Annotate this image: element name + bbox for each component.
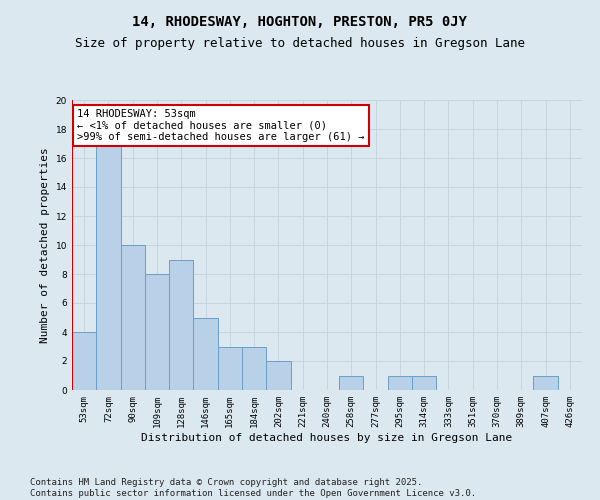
Bar bbox=[169, 260, 193, 390]
Bar bbox=[388, 376, 412, 390]
Bar bbox=[412, 376, 436, 390]
X-axis label: Distribution of detached houses by size in Gregson Lane: Distribution of detached houses by size … bbox=[142, 432, 512, 442]
Text: 14 RHODESWAY: 53sqm
← <1% of detached houses are smaller (0)
>99% of semi-detach: 14 RHODESWAY: 53sqm ← <1% of detached ho… bbox=[77, 108, 365, 142]
Bar bbox=[72, 332, 96, 390]
Bar bbox=[242, 346, 266, 390]
Bar bbox=[193, 318, 218, 390]
Bar bbox=[121, 245, 145, 390]
Bar bbox=[533, 376, 558, 390]
Bar bbox=[339, 376, 364, 390]
Bar bbox=[266, 361, 290, 390]
Bar bbox=[96, 144, 121, 390]
Bar bbox=[145, 274, 169, 390]
Y-axis label: Number of detached properties: Number of detached properties bbox=[40, 147, 50, 343]
Text: Size of property relative to detached houses in Gregson Lane: Size of property relative to detached ho… bbox=[75, 38, 525, 51]
Text: Contains HM Land Registry data © Crown copyright and database right 2025.
Contai: Contains HM Land Registry data © Crown c… bbox=[30, 478, 476, 498]
Text: 14, RHODESWAY, HOGHTON, PRESTON, PR5 0JY: 14, RHODESWAY, HOGHTON, PRESTON, PR5 0JY bbox=[133, 15, 467, 29]
Bar bbox=[218, 346, 242, 390]
